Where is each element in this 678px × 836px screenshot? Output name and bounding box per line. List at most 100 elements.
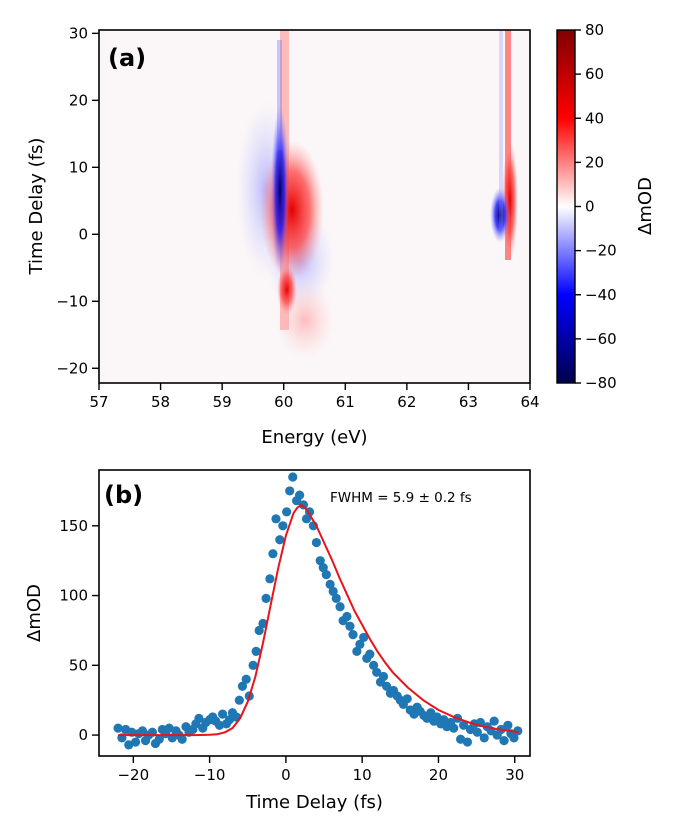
data-point [331, 593, 341, 603]
x-tick-label: 61 [336, 393, 355, 411]
data-point [241, 674, 251, 684]
y-tick-label: 0 [78, 726, 88, 744]
data-point [295, 490, 305, 500]
x-tick-label: −10 [194, 766, 226, 784]
y-tick-label: 30 [69, 24, 88, 42]
data-point [237, 681, 248, 691]
scatter-y-label: ΔmOD [24, 584, 45, 642]
colorbar-tick-label: −40 [585, 286, 617, 304]
data-point [348, 630, 358, 640]
panel-b-label: (b) [104, 481, 143, 509]
x-tick-label: 20 [429, 766, 448, 784]
heatmap-x-label: Energy (eV) [261, 427, 367, 448]
heatmap-feature-red-band [260, 140, 324, 280]
y-tick-label: 150 [59, 517, 88, 535]
data-point [268, 549, 278, 559]
x-tick-label: 62 [397, 393, 416, 411]
data-point [258, 618, 268, 629]
data-point [271, 514, 281, 524]
colorbar-label: ΔmOD [635, 177, 656, 235]
data-point [365, 649, 375, 659]
scatter-x-label: Time Delay (fs) [245, 792, 383, 813]
heatmap-image [99, 30, 530, 383]
fwhm-annotation: FWHM = 5.9 ± 0.2 fs [330, 490, 472, 506]
data-point [479, 733, 489, 743]
data-point [278, 521, 288, 531]
data-point [285, 486, 295, 496]
data-point [318, 563, 328, 573]
data-point [234, 695, 244, 705]
scatter-background [99, 470, 530, 756]
data-point [217, 709, 228, 719]
heatmap-feature-blue-streak [277, 40, 282, 150]
data-point [352, 646, 362, 656]
data-point [513, 726, 523, 736]
data-point [345, 621, 355, 631]
data-point [509, 733, 519, 743]
heatmap-feature-blue-blob-63 [490, 187, 510, 243]
data-point [154, 734, 164, 744]
data-point [402, 694, 412, 704]
colorbar-tick-label: −20 [585, 242, 617, 260]
data-point [282, 507, 292, 517]
colorbar-tick-label: −80 [585, 374, 617, 392]
data-point [315, 556, 325, 566]
y-tick-label: 0 [78, 225, 88, 243]
x-tick-label: 57 [89, 393, 108, 411]
data-point [275, 535, 285, 545]
y-tick-label: 100 [59, 587, 88, 605]
colorbar: −80 −60 −40 −20 0 20 40 60 80 ΔmOD [556, 21, 656, 392]
x-tick-label: 0 [281, 766, 291, 784]
data-point [214, 720, 225, 730]
fit-curve [118, 503, 519, 737]
data-point [459, 720, 469, 730]
data-point [449, 723, 459, 733]
data-point [248, 660, 258, 670]
scatter-frame [98, 469, 531, 757]
x-tick-label: 30 [505, 766, 524, 784]
data-point [261, 593, 271, 603]
colorbar-tick-label: 0 [585, 198, 595, 216]
data-point [489, 716, 499, 726]
x-tick-label: 63 [459, 393, 478, 411]
y-tick-label: 50 [69, 656, 88, 674]
data-point [301, 514, 312, 524]
data-point [265, 574, 275, 584]
heatmap-feature-faint-red [275, 280, 335, 360]
colorbar-gradient [556, 29, 576, 384]
y-tick-label: −10 [56, 292, 88, 310]
x-tick-label: 60 [274, 393, 293, 411]
x-tick-label: 59 [213, 393, 232, 411]
data-point [381, 681, 392, 691]
y-tick-label: −20 [56, 359, 88, 377]
y-tick-label: 10 [69, 158, 88, 176]
colorbar-tick-label: 20 [585, 153, 604, 171]
data-point [254, 625, 264, 636]
colorbar-tick-label: −60 [585, 330, 617, 348]
data-point [335, 602, 345, 612]
heatmap-y-label: Time Delay (fs) [26, 138, 47, 276]
data-point [251, 646, 261, 656]
data-point [503, 720, 513, 730]
data-point [113, 723, 123, 733]
x-tick-label: −20 [117, 766, 149, 784]
data-point [372, 667, 382, 677]
data-point [472, 727, 482, 737]
data-point [328, 586, 338, 596]
data-point [342, 611, 352, 622]
data-point [321, 570, 331, 580]
data-point [462, 737, 473, 747]
x-tick-label: 64 [520, 393, 539, 411]
heatmap-feature-blue-stripe [271, 105, 289, 275]
data-point [325, 579, 335, 590]
colorbar-ticks: −80 −60 −40 −20 0 20 40 60 80 [575, 21, 617, 392]
data-point [499, 736, 509, 746]
data-point [194, 713, 204, 723]
data-point [131, 737, 141, 747]
data-point [311, 537, 322, 548]
colorbar-tick-label: 40 [585, 109, 604, 127]
colorbar-tick-label: 60 [585, 65, 604, 83]
panel-a-label: (a) [108, 44, 146, 72]
y-tick-label: 20 [69, 91, 88, 109]
data-point [378, 671, 389, 682]
